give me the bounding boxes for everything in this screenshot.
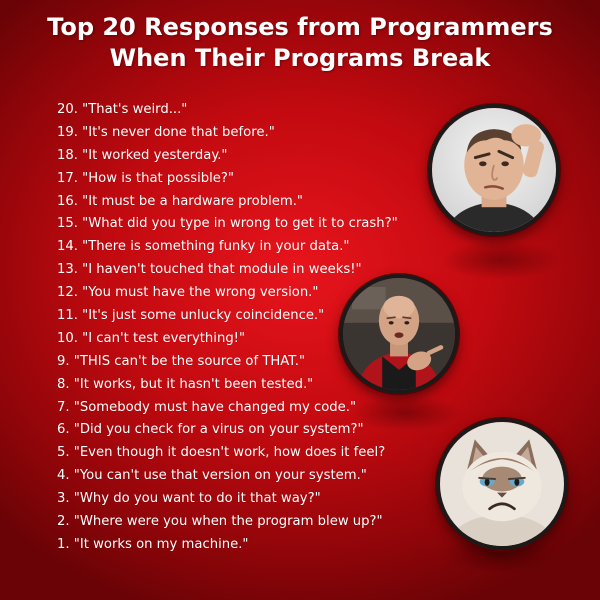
list-item: 10. "I can't test everything!"	[57, 330, 246, 346]
circle-shadow	[440, 240, 560, 280]
title-line-1: Top 20 Responses from Programmers	[47, 13, 553, 41]
list-item: 14. "There is something funky in your da…	[57, 239, 350, 255]
list-item: 4. "You can't use that version on your s…	[57, 468, 367, 484]
list-item: 6. "Did you check for a virus on your sy…	[57, 422, 364, 438]
responses-list: 20. "That's weird..." 19. "It's never do…	[57, 99, 398, 557]
starship-captain-icon	[343, 278, 455, 390]
list-item: 15. "What did you type in wrong to get i…	[57, 216, 398, 232]
list-item: 5. "Even though it doesn't work, how doe…	[57, 445, 386, 461]
list-item: 16. "It must be a hardware problem."	[57, 193, 303, 209]
list-item: 13. "I haven't touched that module in we…	[57, 262, 362, 278]
list-item: 11. "It's just some unlucky coincidence.…	[57, 308, 325, 324]
list-item: 17. "How is that possible?"	[57, 170, 234, 186]
list-item: 7. "Somebody must have changed my code."	[57, 399, 357, 415]
list-item: 2. "Where were you when the program blew…	[57, 514, 383, 530]
puzzled-man-icon	[432, 108, 556, 232]
title-line-2: When Their Programs Break	[109, 44, 491, 72]
list-item: 20. "That's weird..."	[57, 102, 188, 117]
grumpy-cat-portrait	[436, 418, 568, 550]
page-title: Top 20 Responses from Programmers When T…	[0, 12, 600, 74]
list-item: 1. "It works on my machine."	[57, 536, 249, 552]
list-item: 12. "You must have the wrong version."	[57, 285, 319, 301]
circle-shadow	[350, 395, 460, 431]
list-item: 8. "It works, but it hasn't been tested.…	[57, 376, 314, 392]
grumpy-cat-icon	[440, 422, 564, 546]
list-item: 18. "It worked yesterday."	[57, 147, 228, 163]
puzzled-man-portrait	[428, 104, 560, 236]
starship-captain-portrait	[339, 274, 459, 394]
list-item: 9. "THIS can't be the source of THAT."	[57, 353, 306, 369]
list-item: 3. "Why do you want to do it that way?"	[57, 491, 321, 507]
list-item: 19. "It's never done that before."	[57, 124, 275, 140]
